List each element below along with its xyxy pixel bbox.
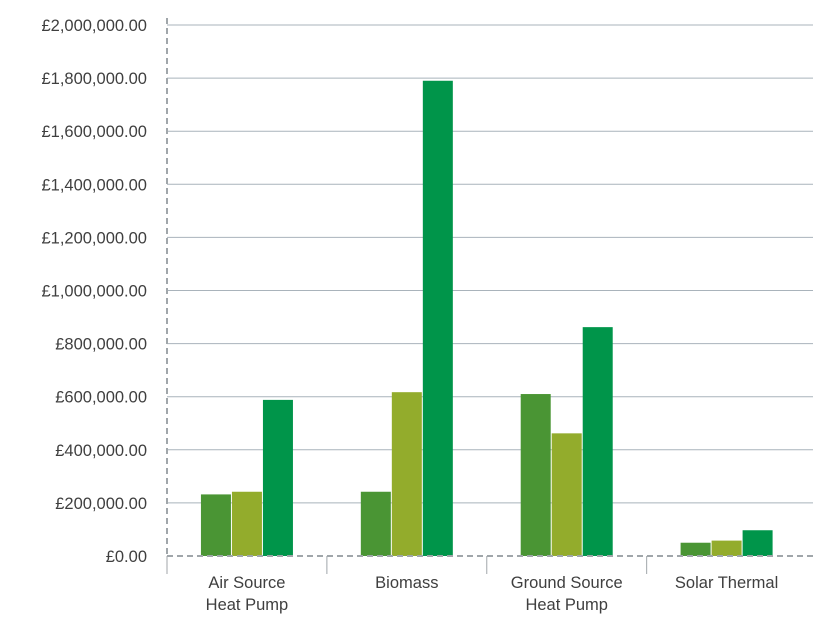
bar [262,399,293,556]
bar [360,491,391,556]
x-tick-label: Air Source Heat Pump [206,574,289,614]
bar [551,433,582,556]
bar [680,542,711,556]
y-tick-label: £2,000,000.00 [41,17,147,35]
y-tick-label: £400,000.00 [55,442,147,460]
bar [422,80,453,556]
y-tick-label: £1,000,000.00 [41,283,147,301]
x-tick-label: Ground Source Heat Pump [511,574,623,614]
y-tick-label: £1,200,000.00 [41,229,147,247]
x-tick-label-line: Heat Pump [525,596,608,614]
y-tick-label: £1,400,000.00 [41,176,147,194]
axes [166,18,813,574]
bar [711,540,742,556]
y-tick-label: £800,000.00 [55,336,147,354]
x-tick-label-line: Biomass [375,574,438,592]
bar [520,394,551,556]
x-tick-label-line: Solar Thermal [675,574,778,592]
x-tick-label-line: Air Source [208,574,285,592]
bar [231,491,262,556]
y-tick-label: £600,000.00 [55,389,147,407]
y-tick-label: £1,800,000.00 [41,70,147,88]
x-tick-label: Biomass [375,574,438,592]
x-tick-label: Solar Thermal [675,574,778,592]
bar [742,530,773,556]
y-tick-label: £1,600,000.00 [41,123,147,141]
y-axis-tick-labels: £0.00 £200,000.00 £400,000.00 £600,000.00 £8… [41,17,147,566]
bar [582,327,613,556]
x-tick-label-line: Ground Source [511,574,623,592]
bar [391,392,422,556]
bars [200,80,773,556]
x-axis-tick-labels: Air Source Heat Pump Biomass Ground Source H… [206,574,779,614]
y-tick-label: £200,000.00 [55,495,147,513]
x-tick-label-line: Heat Pump [206,596,289,614]
bar [200,494,231,556]
y-tick-label: £0.00 [106,548,147,566]
